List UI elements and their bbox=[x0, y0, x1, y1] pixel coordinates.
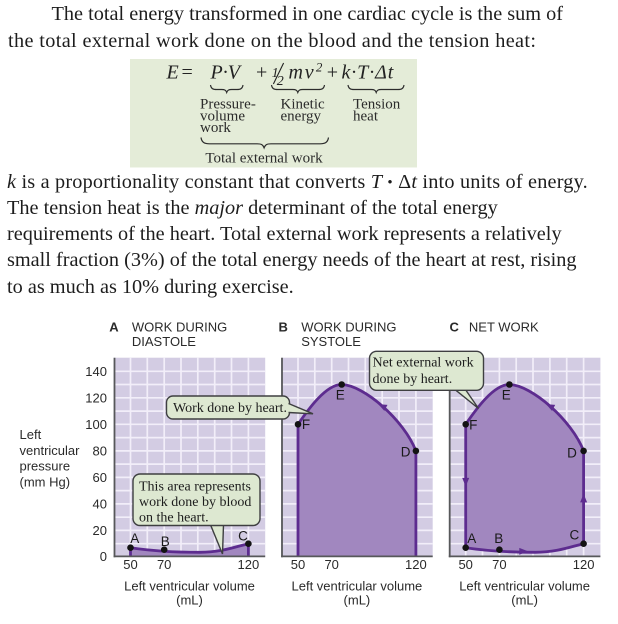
svg-text:NET WORK: NET WORK bbox=[469, 319, 539, 334]
svg-text:A: A bbox=[467, 531, 476, 546]
svg-text:work: work bbox=[200, 120, 231, 136]
svg-text:A: A bbox=[109, 319, 119, 334]
svg-text:Work done by heart.: Work done by heart. bbox=[173, 401, 287, 416]
svg-text:P·V: P·V bbox=[210, 62, 243, 84]
svg-text:2: 2 bbox=[316, 60, 323, 75]
svg-text:80: 80 bbox=[93, 444, 107, 459]
svg-text:50: 50 bbox=[458, 557, 472, 572]
svg-text:DIASTOLE: DIASTOLE bbox=[132, 334, 196, 349]
svg-text:Left ventricular volume: Left ventricular volume bbox=[124, 579, 255, 594]
svg-text:pressure: pressure bbox=[20, 459, 71, 474]
svg-text:120: 120 bbox=[573, 557, 595, 572]
svg-text:B: B bbox=[161, 534, 170, 549]
svg-text:120: 120 bbox=[405, 557, 427, 572]
svg-text:work done by blood: work done by blood bbox=[139, 495, 251, 510]
svg-text:This area represents: This area represents bbox=[139, 480, 251, 495]
svg-text:E: E bbox=[166, 62, 179, 84]
svg-text:heat: heat bbox=[353, 108, 379, 124]
svg-text:mv: mv bbox=[289, 62, 316, 84]
svg-text:Left: Left bbox=[20, 427, 42, 442]
svg-text:WORK DURING: WORK DURING bbox=[132, 319, 227, 334]
svg-text:D: D bbox=[401, 445, 411, 460]
svg-text:+: + bbox=[256, 62, 267, 84]
svg-text:WORK DURING: WORK DURING bbox=[301, 319, 396, 334]
svg-text:120: 120 bbox=[238, 557, 260, 572]
svg-text:=: = bbox=[182, 62, 193, 84]
svg-text:70: 70 bbox=[157, 557, 171, 572]
svg-text:ventricular: ventricular bbox=[20, 443, 81, 458]
svg-text:70: 70 bbox=[324, 557, 338, 572]
svg-text:Kinetic: Kinetic bbox=[281, 96, 325, 112]
svg-text:(mL): (mL) bbox=[176, 592, 203, 607]
svg-text:140: 140 bbox=[85, 364, 107, 379]
svg-text:+: + bbox=[327, 62, 338, 84]
svg-text:100: 100 bbox=[85, 417, 107, 432]
svg-text:SYSTOLE: SYSTOLE bbox=[301, 334, 361, 349]
svg-text:(mL): (mL) bbox=[511, 592, 538, 607]
svg-text:B: B bbox=[279, 319, 288, 334]
svg-text:50: 50 bbox=[123, 557, 137, 572]
svg-text:Tension: Tension bbox=[353, 96, 401, 112]
svg-text:energy: energy bbox=[281, 108, 322, 124]
svg-text:0: 0 bbox=[100, 549, 107, 564]
svg-text:F: F bbox=[302, 417, 310, 432]
svg-text:(mL): (mL) bbox=[344, 592, 371, 607]
svg-text:B: B bbox=[494, 531, 503, 546]
svg-text:C: C bbox=[570, 528, 580, 543]
svg-text:1: 1 bbox=[272, 66, 279, 81]
svg-text:E: E bbox=[502, 388, 511, 403]
svg-text:k·T·Δt: k·T·Δt bbox=[342, 62, 395, 84]
svg-text:Left ventricular volume: Left ventricular volume bbox=[459, 579, 590, 594]
svg-text:40: 40 bbox=[93, 497, 107, 512]
svg-text:20: 20 bbox=[93, 523, 107, 538]
svg-text:done by heart.: done by heart. bbox=[373, 372, 453, 387]
svg-text:F: F bbox=[469, 418, 477, 433]
svg-text:Net external work: Net external work bbox=[373, 355, 474, 370]
svg-text:(mm Hg): (mm Hg) bbox=[20, 474, 71, 489]
svg-text:50: 50 bbox=[291, 557, 305, 572]
svg-text:Total external work: Total external work bbox=[205, 150, 323, 166]
svg-text:C: C bbox=[238, 529, 248, 544]
svg-text:60: 60 bbox=[93, 470, 107, 485]
svg-text:A: A bbox=[130, 531, 139, 546]
svg-text:2: 2 bbox=[277, 74, 284, 89]
svg-text:70: 70 bbox=[492, 557, 506, 572]
svg-text:on the heart.: on the heart. bbox=[139, 510, 209, 525]
svg-text:120: 120 bbox=[85, 391, 107, 406]
svg-text:Pressure-: Pressure- bbox=[200, 96, 256, 112]
svg-text:D: D bbox=[567, 445, 577, 460]
svg-text:E: E bbox=[336, 387, 345, 402]
svg-text:Left ventricular volume: Left ventricular volume bbox=[292, 579, 423, 594]
svg-text:C: C bbox=[450, 319, 460, 334]
svg-text:volume: volume bbox=[200, 108, 245, 124]
